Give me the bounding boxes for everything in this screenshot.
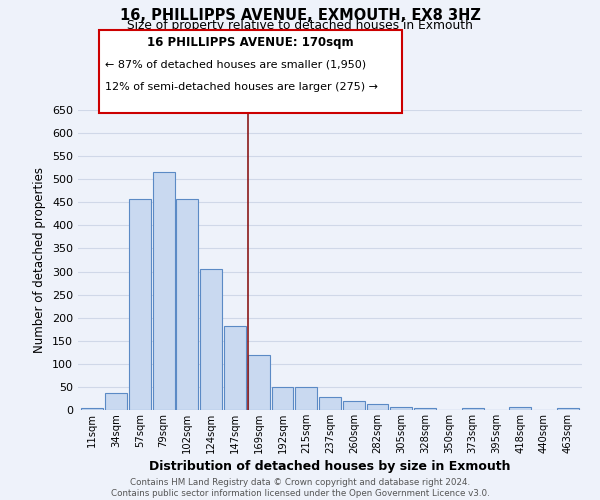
Bar xyxy=(105,393,127,410)
Y-axis label: Number of detached properties: Number of detached properties xyxy=(34,167,46,353)
Bar xyxy=(509,407,531,410)
Bar xyxy=(462,408,484,410)
Bar xyxy=(295,387,317,410)
Bar xyxy=(129,199,151,410)
Bar xyxy=(82,408,103,410)
Text: Contains HM Land Registry data © Crown copyright and database right 2024.
Contai: Contains HM Land Registry data © Crown c… xyxy=(110,478,490,498)
X-axis label: Distribution of detached houses by size in Exmouth: Distribution of detached houses by size … xyxy=(149,460,511,473)
Text: ← 87% of detached houses are smaller (1,950): ← 87% of detached houses are smaller (1,… xyxy=(105,60,366,70)
Text: 16, PHILLIPPS AVENUE, EXMOUTH, EX8 3HZ: 16, PHILLIPPS AVENUE, EXMOUTH, EX8 3HZ xyxy=(119,8,481,22)
Text: 16 PHILLIPPS AVENUE: 170sqm: 16 PHILLIPPS AVENUE: 170sqm xyxy=(147,36,354,49)
Bar xyxy=(319,396,341,410)
Bar xyxy=(272,387,293,410)
Bar xyxy=(391,407,412,410)
Bar xyxy=(414,408,436,410)
Bar xyxy=(248,354,269,410)
Bar xyxy=(200,269,222,410)
Bar xyxy=(557,408,578,410)
Bar xyxy=(367,404,388,410)
Text: Size of property relative to detached houses in Exmouth: Size of property relative to detached ho… xyxy=(127,18,473,32)
Bar xyxy=(224,326,246,410)
Bar xyxy=(152,172,175,410)
Bar xyxy=(176,199,198,410)
Text: 12% of semi-detached houses are larger (275) →: 12% of semi-detached houses are larger (… xyxy=(105,82,378,92)
Bar xyxy=(343,401,365,410)
